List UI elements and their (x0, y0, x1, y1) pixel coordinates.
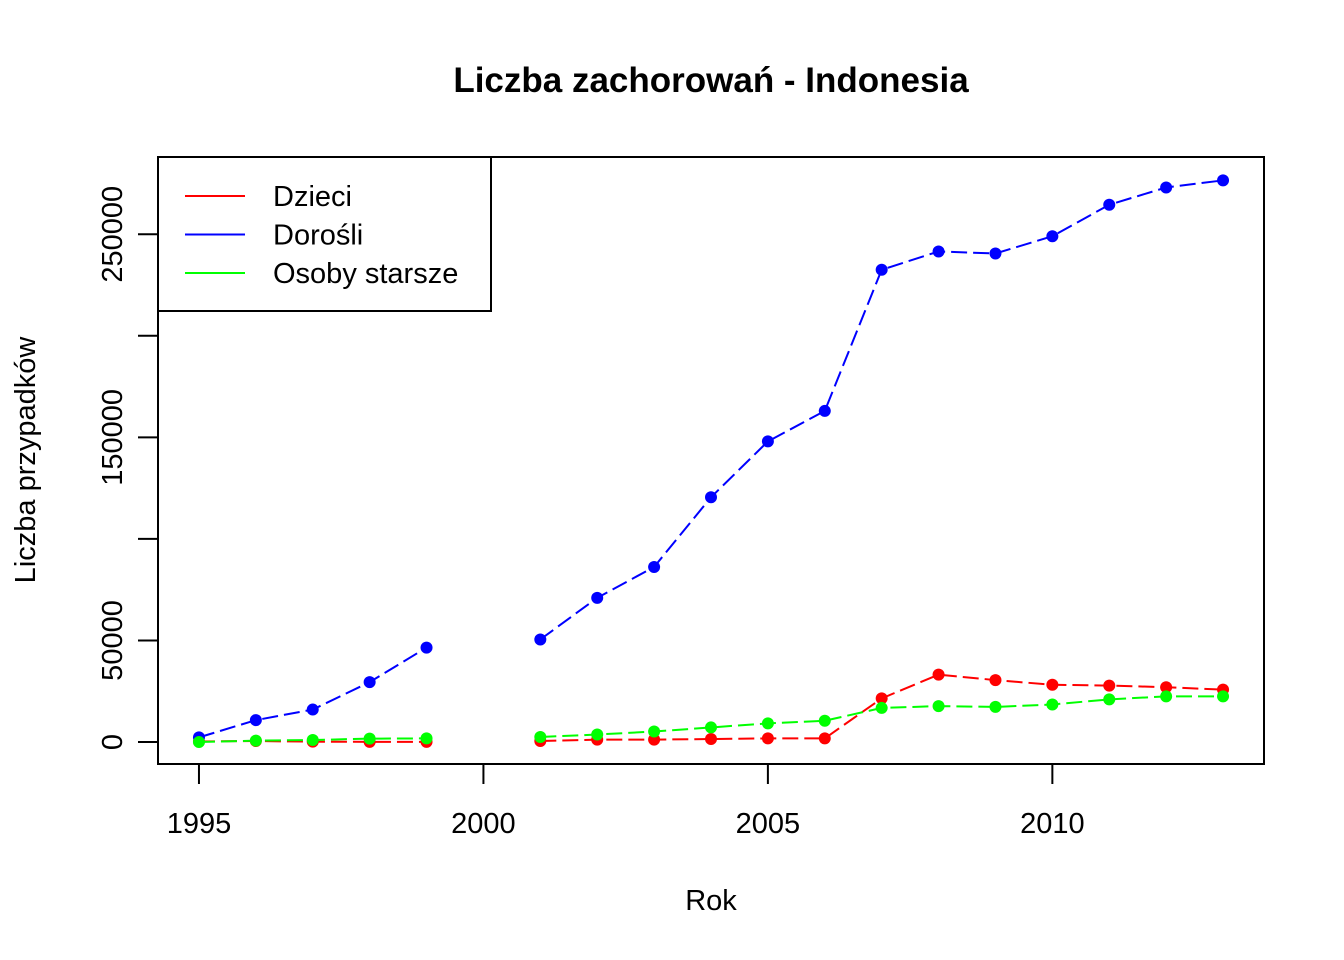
data-point-osoby-starsze (989, 700, 1002, 713)
series-dzieci (192, 668, 1230, 748)
data-point-osoby-starsze (932, 700, 945, 713)
data-point-dzieci (932, 668, 945, 681)
data-point-dzieci (705, 733, 717, 746)
data-point-dorosli (420, 641, 433, 654)
y-tick-label: 0 (97, 734, 129, 750)
data-point-dzieci (875, 692, 888, 705)
data-point-osoby-starsze (761, 717, 774, 730)
data-point-osoby-starsze (1046, 698, 1059, 711)
x-tick-label: 2005 (736, 808, 801, 840)
y-tick-label: 250000 (97, 186, 129, 283)
series-dorosli (192, 174, 1230, 744)
x-tick-label: 2000 (451, 808, 516, 840)
data-point-osoby-starsze (591, 728, 604, 741)
data-point-dzieci (989, 674, 1002, 687)
data-point-dzieci (1103, 679, 1116, 692)
data-point-osoby-starsze (818, 714, 831, 727)
data-point-osoby-starsze (249, 734, 262, 747)
y-axis: 0 50000 150000 250000 (97, 186, 159, 750)
data-point-dorosli (1217, 174, 1230, 187)
legend: Dzieci Dorośli Osoby starsze (157, 156, 492, 312)
data-point-osoby-starsze (1217, 690, 1230, 703)
legend-label-dorosli: Dorośli (273, 220, 363, 252)
x-axis: 1995 2000 2005 2010 (167, 763, 1085, 840)
x-axis-title: Rok (685, 885, 737, 917)
series-line-dorosli (539, 179, 1224, 641)
data-point-dorosli (761, 435, 774, 448)
data-point-dorosli (591, 591, 604, 604)
data-point-osoby-starsze (875, 701, 888, 714)
legend-label-osoby-starsze: Osoby starsze (273, 258, 458, 290)
data-point-dzieci (761, 732, 774, 745)
data-point-osoby-starsze (1160, 690, 1173, 703)
data-point-dorosli (249, 714, 262, 727)
data-point-osoby-starsze (1103, 693, 1116, 706)
y-tick-label: 50000 (97, 600, 129, 681)
x-tick-label: 2010 (1020, 808, 1085, 840)
data-point-dzieci (818, 732, 831, 745)
data-point-dorosli (1046, 230, 1059, 243)
legend-label-dzieci: Dzieci (273, 181, 352, 213)
data-point-dorosli (989, 247, 1002, 260)
data-point-osoby-starsze (534, 730, 547, 743)
series-line-dorosli (198, 646, 428, 739)
data-point-dorosli (363, 676, 376, 689)
data-point-dzieci (1046, 678, 1059, 691)
chart-title: Liczba zachorowań - Indonesia (453, 61, 969, 100)
data-point-dorosli (1160, 181, 1173, 194)
x-tick-label: 1995 (167, 808, 232, 840)
data-point-osoby-starsze (192, 736, 205, 749)
data-point-osoby-starsze (420, 732, 433, 745)
data-point-dorosli (875, 263, 888, 276)
data-point-dorosli (534, 633, 547, 646)
data-point-dorosli (1103, 198, 1116, 211)
data-point-osoby-starsze (648, 725, 661, 738)
y-axis-title: Liczba przypadków (10, 336, 42, 584)
series-osoby-starsze (192, 690, 1230, 749)
data-point-dorosli (648, 560, 661, 573)
data-point-dorosli (306, 703, 319, 716)
data-point-dorosli (705, 491, 717, 504)
series-layer (192, 174, 1230, 749)
data-point-osoby-starsze (306, 734, 319, 747)
y-tick-label: 150000 (97, 389, 129, 486)
data-point-osoby-starsze (363, 732, 376, 745)
data-point-dorosli (932, 245, 945, 258)
data-point-osoby-starsze (705, 721, 717, 734)
data-point-dorosli (818, 404, 831, 417)
data-point-dzieci (1160, 681, 1173, 694)
